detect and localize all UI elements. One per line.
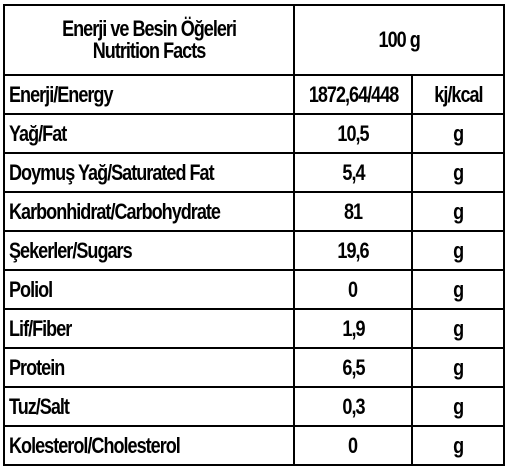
row-value: 81 bbox=[343, 198, 363, 224]
row-label-cell: Yağ/Fat bbox=[3, 113, 295, 154]
row-value-cell: 1872,64/448 bbox=[293, 74, 413, 115]
table-title: Enerji ve Besin Öğeleri Nutrition Facts bbox=[62, 16, 237, 63]
row-unit-cell: g bbox=[410, 347, 506, 388]
row-label: Enerji/Energy bbox=[9, 81, 113, 107]
row-label: Doymuş Yağ/Saturated Fat bbox=[9, 159, 215, 185]
row-label: Karbonhidrat/Carbohydrate bbox=[9, 198, 221, 224]
row-label-cell: Lif/Fiber bbox=[3, 308, 295, 349]
table-row-protein: Protein 6,5 g bbox=[3, 347, 506, 388]
table-header-row: Enerji ve Besin Öğeleri Nutrition Facts … bbox=[3, 4, 506, 76]
row-value-cell: 19,6 bbox=[293, 230, 413, 271]
row-unit-cell: g bbox=[410, 230, 506, 271]
row-value-cell: 5,4 bbox=[293, 152, 413, 193]
table-row-saturated-fat: Doymuş Yağ/Saturated Fat 5,4 g bbox=[3, 152, 506, 193]
row-value-cell: 10,5 bbox=[293, 113, 413, 154]
table-row-fat: Yağ/Fat 10,5 g bbox=[3, 113, 506, 154]
row-value: 19,6 bbox=[337, 237, 369, 263]
table-row-carbohydrate: Karbonhidrat/Carbohydrate 81 g bbox=[3, 191, 506, 232]
row-value: 0 bbox=[348, 432, 358, 458]
row-value: 1,9 bbox=[341, 315, 365, 341]
row-unit: kj/kcal bbox=[433, 81, 483, 107]
row-label-cell: Enerji/Energy bbox=[3, 74, 295, 115]
row-label-cell: Şekerler/Sugars bbox=[3, 230, 295, 271]
row-label-cell: Poliol bbox=[3, 269, 295, 310]
row-label: Lif/Fiber bbox=[9, 315, 72, 341]
row-label: Protein bbox=[9, 354, 65, 380]
row-label: Şekerler/Sugars bbox=[9, 237, 133, 263]
table-row-energy: Enerji/Energy 1872,64/448 kj/kcal bbox=[3, 74, 506, 115]
nutrition-label: Enerji ve Besin Öğeleri Nutrition Facts … bbox=[3, 4, 506, 466]
row-unit-cell: kj/kcal bbox=[410, 74, 506, 115]
nutrition-table: Enerji ve Besin Öğeleri Nutrition Facts … bbox=[3, 4, 506, 466]
row-unit-cell: g bbox=[410, 425, 506, 466]
row-unit-cell: g bbox=[410, 152, 506, 193]
table-row-fiber: Lif/Fiber 1,9 g bbox=[3, 308, 506, 349]
row-label-cell: Kolesterol/Cholesterol bbox=[3, 425, 295, 466]
row-value-cell: 0 bbox=[293, 425, 413, 466]
title-line-2: Nutrition Facts bbox=[92, 38, 207, 63]
row-value: 5,4 bbox=[341, 159, 365, 185]
row-label: Kolesterol/Cholesterol bbox=[9, 432, 181, 458]
table-row-sugars: Şekerler/Sugars 19,6 g bbox=[3, 230, 506, 271]
row-value-cell: 1,9 bbox=[293, 308, 413, 349]
row-unit: g bbox=[452, 315, 464, 341]
row-label-cell: Doymuş Yağ/Saturated Fat bbox=[3, 152, 295, 193]
row-unit: g bbox=[452, 354, 464, 380]
row-label-cell: Protein bbox=[3, 347, 295, 388]
title-line-1: Enerji ve Besin Öğeleri bbox=[62, 16, 237, 41]
row-unit-cell: g bbox=[410, 308, 506, 349]
row-value-cell: 81 bbox=[293, 191, 413, 232]
row-unit: g bbox=[452, 159, 464, 185]
row-value: 10,5 bbox=[337, 120, 369, 146]
row-value: 0,3 bbox=[341, 393, 365, 419]
row-value-cell: 0,3 bbox=[293, 386, 413, 427]
row-label: Yağ/Fat bbox=[9, 120, 67, 146]
row-unit: g bbox=[452, 432, 464, 458]
table-row-cholesterol: Kolesterol/Cholesterol 0 g bbox=[3, 425, 506, 466]
row-unit-cell: g bbox=[410, 191, 506, 232]
row-unit: g bbox=[452, 393, 464, 419]
row-value: 6,5 bbox=[341, 354, 365, 380]
table-title-cell: Enerji ve Besin Öğeleri Nutrition Facts bbox=[3, 4, 295, 76]
row-label: Tuz/Salt bbox=[9, 393, 70, 419]
row-unit: g bbox=[452, 276, 464, 302]
row-value-cell: 6,5 bbox=[293, 347, 413, 388]
row-unit-cell: g bbox=[410, 269, 506, 310]
row-label: Poliol bbox=[9, 276, 53, 302]
row-value-cell: 0 bbox=[293, 269, 413, 310]
serving-size: 100 g bbox=[378, 27, 420, 52]
table-row-polyol: Poliol 0 g bbox=[3, 269, 506, 310]
serving-size-cell: 100 g bbox=[292, 4, 506, 76]
row-unit-cell: g bbox=[410, 113, 506, 154]
row-value: 1872,64/448 bbox=[308, 81, 399, 107]
table-row-salt: Tuz/Salt 0,3 g bbox=[3, 386, 506, 427]
row-unit: g bbox=[452, 198, 464, 224]
row-label-cell: Tuz/Salt bbox=[3, 386, 295, 427]
row-unit: g bbox=[452, 237, 464, 263]
row-unit: g bbox=[452, 120, 464, 146]
row-unit-cell: g bbox=[410, 386, 506, 427]
row-label-cell: Karbonhidrat/Carbohydrate bbox=[3, 191, 295, 232]
row-value: 0 bbox=[348, 276, 358, 302]
